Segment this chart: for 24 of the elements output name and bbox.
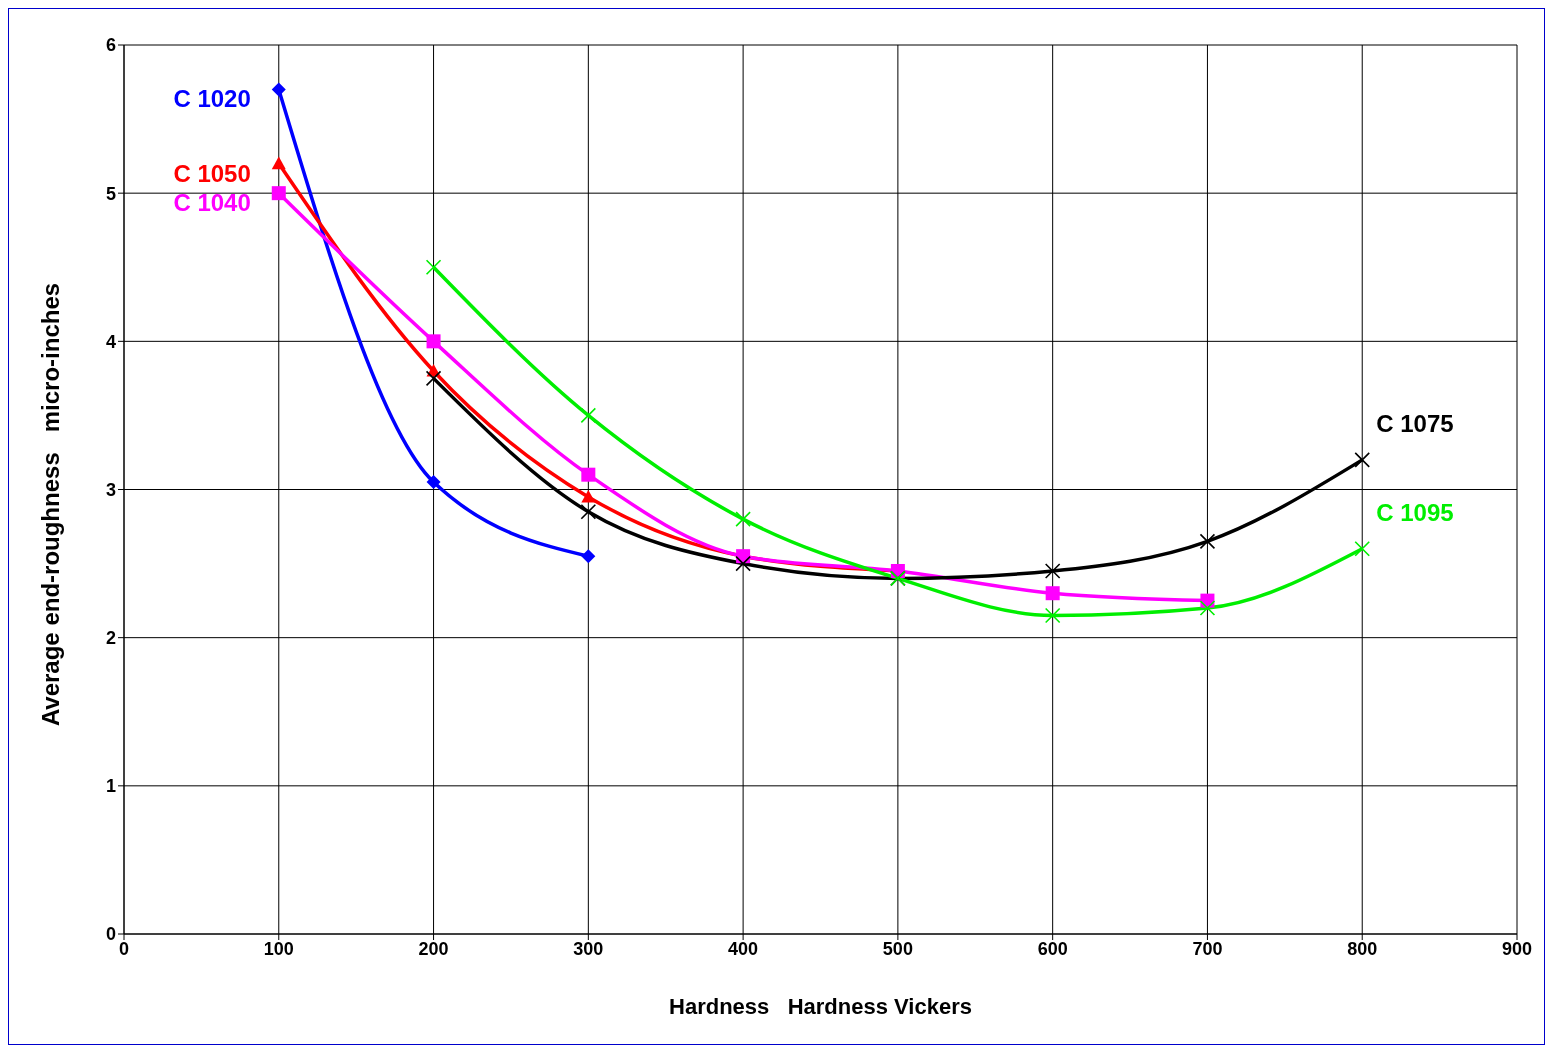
- x-tick-label: 600: [1037, 938, 1068, 959]
- y-tick-label: 6: [105, 35, 116, 56]
- x-axis-title: Hardness Hardness Vickers: [669, 994, 972, 1019]
- series-label: C 1040: [173, 189, 251, 217]
- x-tick-label: 0: [118, 938, 130, 959]
- y-axis-title: Average end-roughness micro-inches: [37, 282, 64, 727]
- x-tick-label: 400: [728, 938, 759, 959]
- y-tick-label: 5: [105, 183, 116, 204]
- y-tick-label: 4: [105, 331, 116, 352]
- x-tick-label: 800: [1347, 938, 1378, 959]
- x-tick-label: 500: [882, 938, 913, 959]
- x-tick-label: 200: [418, 938, 449, 959]
- x-tick-label: 300: [573, 938, 604, 959]
- series-label: C 1075: [1376, 409, 1454, 437]
- series-label: C 1095: [1376, 498, 1454, 526]
- x-tick-label: 700: [1192, 938, 1223, 959]
- x-tick-label: 100: [263, 938, 294, 959]
- x-tick-label: 900: [1501, 938, 1533, 959]
- y-tick-label: 0: [105, 924, 116, 945]
- y-tick-label: 3: [105, 479, 116, 500]
- series-label: C 1020: [173, 85, 251, 113]
- y-tick-label: 2: [105, 628, 116, 649]
- series-label: C 1050: [173, 159, 251, 187]
- y-tick-label: 1: [105, 776, 116, 797]
